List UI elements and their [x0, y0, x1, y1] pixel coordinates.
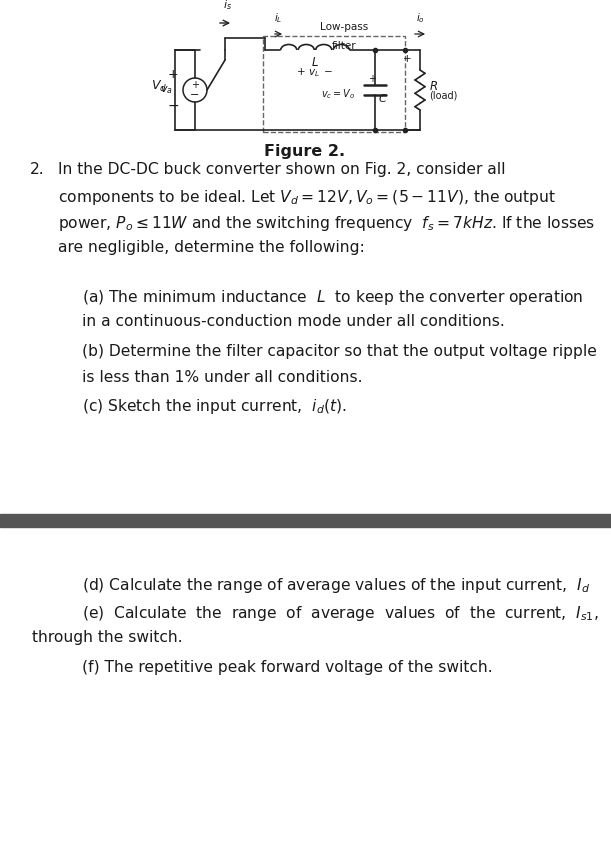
Text: $+\ v_L\ -$: $+\ v_L\ -$	[296, 66, 334, 79]
Bar	[0, 514, 611, 527]
Text: $V_d$: $V_d$	[151, 79, 167, 93]
Text: (a) The minimum inductance  $L$  to keep the converter operation: (a) The minimum inductance $L$ to keep t…	[82, 288, 584, 307]
Text: −: −	[167, 99, 179, 113]
Text: through the switch.: through the switch.	[32, 631, 183, 645]
Text: +: +	[403, 54, 411, 64]
Text: (load): (load)	[429, 91, 458, 101]
Text: $i_s$: $i_s$	[222, 0, 232, 12]
Text: (f) The repetitive peak forward voltage of the switch.: (f) The repetitive peak forward voltage …	[82, 661, 492, 675]
Text: in a continuous-conduction mode under all conditions.: in a continuous-conduction mode under al…	[82, 314, 505, 329]
Text: +: +	[191, 80, 199, 90]
Text: +: +	[368, 74, 376, 84]
Text: are negligible, determine the following:: are negligible, determine the following:	[58, 240, 365, 255]
Text: (b) Determine the filter capacitor so that the output voltage ripple: (b) Determine the filter capacitor so th…	[82, 344, 597, 359]
Text: Figure 2.: Figure 2.	[265, 144, 346, 159]
Text: In the DC-DC buck converter shown on Fig. 2, consider all: In the DC-DC buck converter shown on Fig…	[58, 162, 505, 177]
Text: Low-pass: Low-pass	[320, 22, 368, 32]
Text: $v_a$: $v_a$	[160, 84, 173, 96]
Text: power, $P_o \leq 11W$ and the switching frequency  $f_s = 7kHz$. If the losses: power, $P_o \leq 11W$ and the switching …	[58, 214, 595, 233]
Text: $i_L$: $i_L$	[274, 11, 282, 25]
Text: is less than 1% under all conditions.: is less than 1% under all conditions.	[82, 370, 362, 385]
Text: components to be ideal. Let $V_d = 12V, V_o = (5-11V)$, the output: components to be ideal. Let $V_d = 12V, …	[58, 188, 556, 207]
Bar	[263, 36, 405, 132]
Text: (c) Sketch the input current,  $i_d(t)$.: (c) Sketch the input current, $i_d(t)$.	[82, 398, 347, 416]
Text: $L$: $L$	[311, 56, 319, 69]
Text: $i_o$: $i_o$	[415, 11, 425, 25]
Text: $C$: $C$	[378, 92, 388, 104]
Text: +: +	[167, 68, 178, 81]
Text: (d) Calculate the range of average values of the input current,  $I_d$: (d) Calculate the range of average value…	[82, 576, 590, 595]
Text: −: −	[190, 90, 200, 100]
Text: (e)  Calculate  the  range  of  average  values  of  the  current,  $I_{s1}$,: (e) Calculate the range of average value…	[82, 605, 599, 623]
Text: $R$: $R$	[429, 80, 438, 92]
Text: $v_c = V_o$: $v_c = V_o$	[321, 87, 355, 101]
Text: 2.: 2.	[30, 162, 45, 177]
Text: filter: filter	[332, 41, 356, 51]
